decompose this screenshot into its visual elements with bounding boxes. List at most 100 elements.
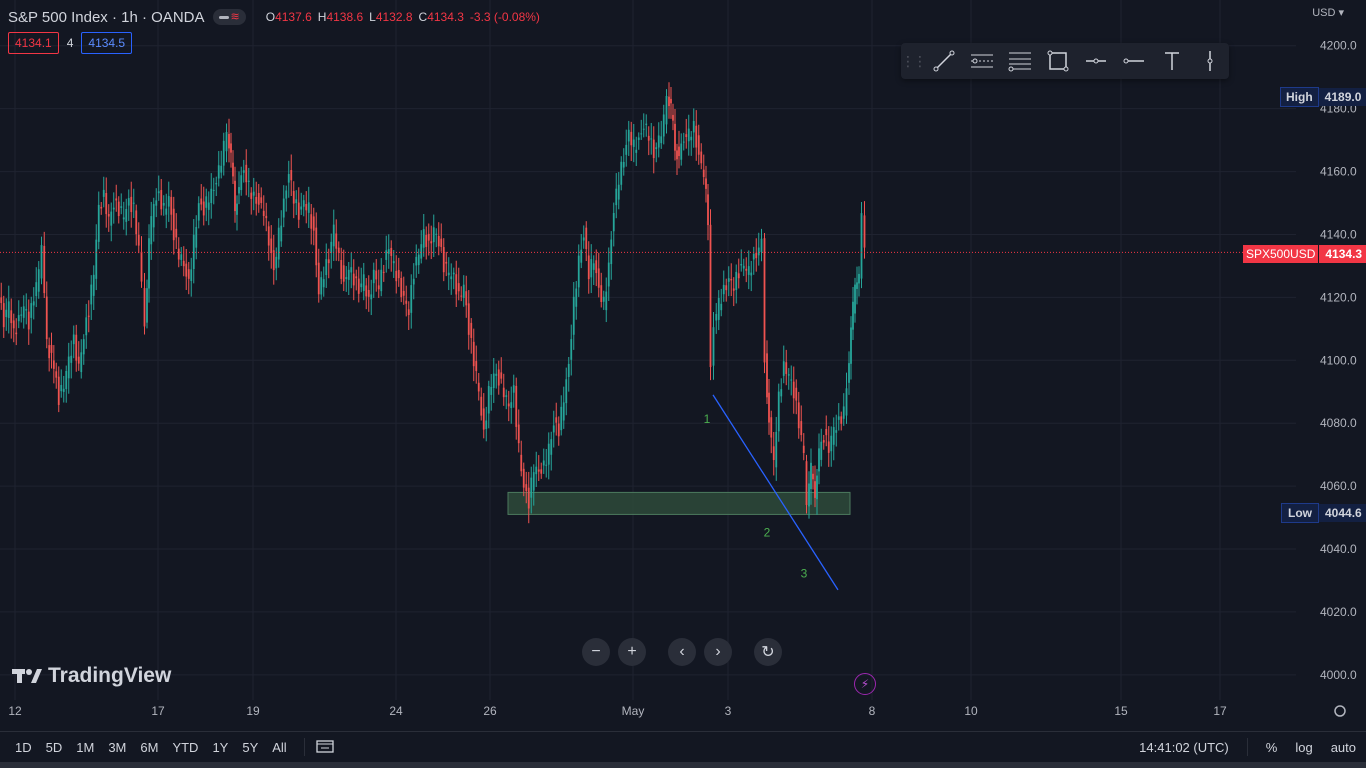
y-tick-label: 4160.0 — [1320, 165, 1357, 179]
candle-body — [146, 288, 148, 323]
candle-body — [697, 135, 700, 155]
scroll-left-icon[interactable]: ‹ — [668, 638, 696, 666]
candle-body — [100, 206, 103, 209]
candle-body — [455, 274, 458, 295]
candle-body — [17, 315, 20, 322]
drag-grip-icon[interactable]: ⋮⋮ — [901, 52, 927, 69]
bottom-strip — [0, 762, 1366, 768]
clock-time[interactable]: 14:41:02 (UTC) — [1139, 739, 1229, 755]
candle-body — [647, 135, 650, 141]
candle-body — [520, 454, 523, 472]
candle-body — [232, 162, 234, 177]
candle-body — [155, 200, 158, 206]
auto-toggle[interactable]: auto — [1330, 739, 1356, 755]
candle-body — [127, 198, 130, 206]
close-value: 4134.3 — [427, 10, 464, 24]
candle-body — [642, 128, 645, 130]
candle-body — [712, 327, 715, 366]
candle-body — [217, 165, 220, 179]
symbol-title[interactable]: S&P 500 Index · 1h · OANDA — [8, 8, 205, 26]
candle-body — [365, 285, 368, 297]
candle-body — [410, 285, 413, 313]
lightning-icon[interactable]: ⚡ — [854, 673, 876, 695]
candle-body — [645, 123, 648, 125]
range-all[interactable]: All — [272, 739, 287, 755]
candle-body — [210, 188, 213, 204]
candle-body — [130, 196, 133, 213]
candle-body — [260, 197, 263, 204]
price-chart[interactable]: 4200.04180.04160.04140.04120.04100.04080… — [0, 0, 1366, 730]
candle-body — [162, 202, 165, 206]
candle-body — [567, 363, 570, 378]
candle-body — [580, 249, 583, 263]
candle-body — [82, 339, 85, 355]
log-toggle[interactable]: log — [1295, 739, 1313, 755]
trend-line-icon[interactable] — [925, 43, 963, 79]
wave-icon: ≋ — [230, 11, 240, 23]
buy-button[interactable]: 4134.5 — [81, 32, 133, 54]
candle-body — [725, 285, 728, 291]
candle-body — [417, 254, 420, 266]
parallel-channel-icon[interactable] — [963, 43, 1001, 79]
candle-body — [425, 234, 428, 247]
zoom-out-icon[interactable]: − — [582, 638, 610, 666]
candle-body — [48, 345, 51, 359]
date-range-icon[interactable] — [315, 738, 335, 757]
candle-body — [557, 423, 560, 437]
candle-body — [43, 245, 46, 294]
range-1d[interactable]: 1D — [15, 739, 32, 755]
fib-retracement-icon[interactable] — [1001, 43, 1039, 79]
rectangle-icon[interactable] — [1039, 43, 1077, 79]
range-3m[interactable]: 3M — [108, 739, 127, 755]
candle-body — [167, 196, 170, 207]
candle-body — [572, 296, 575, 335]
candle-body — [500, 372, 503, 379]
candle-body — [863, 215, 866, 248]
horizontal-line-icon[interactable] — [1115, 43, 1153, 79]
currency-selector[interactable]: USD ▾ — [1312, 7, 1344, 19]
candle-body — [850, 327, 852, 364]
candle-body — [750, 272, 753, 276]
range-1y[interactable]: 1Y — [212, 739, 229, 755]
candle-body — [525, 484, 528, 492]
candle-body — [172, 208, 175, 241]
tradingview-logo[interactable]: TradingView — [12, 664, 171, 688]
candle-body — [300, 206, 303, 210]
candle-body — [745, 268, 748, 271]
zoom-in-icon[interactable]: + — [618, 638, 646, 666]
candle-body — [107, 213, 110, 217]
range-5d[interactable]: 5D — [45, 739, 63, 755]
scroll-right-icon[interactable]: › — [704, 638, 732, 666]
sell-button[interactable]: 4134.1 — [8, 32, 59, 54]
candle-body — [337, 247, 340, 253]
candle-body — [35, 282, 38, 297]
candle-body — [152, 204, 155, 228]
candle-body — [75, 334, 78, 361]
candle-body — [392, 261, 395, 264]
candle-body — [405, 300, 408, 304]
candle-body — [27, 311, 30, 330]
range-6m[interactable]: 6M — [140, 739, 159, 755]
candle-body — [730, 278, 733, 281]
percent-toggle[interactable]: % — [1265, 739, 1278, 755]
vertical-line-icon[interactable] — [1191, 43, 1229, 79]
bottom-toolbar: 1D 5D 1M 3M 6M YTD 1Y 5Y All 14:41:02 (U… — [0, 731, 1366, 762]
legend-toggle[interactable]: ≋ — [212, 9, 246, 25]
candle-body — [15, 332, 18, 335]
x-tick-label: 3 — [725, 704, 732, 718]
text-icon[interactable] — [1153, 43, 1191, 79]
candle-body — [307, 202, 310, 213]
low-badge: Low 4044.6 — [1281, 503, 1366, 523]
candle-body — [90, 284, 93, 305]
candle-body — [135, 210, 138, 235]
horizontal-ray-icon[interactable] — [1077, 43, 1115, 79]
candle-body — [587, 255, 590, 280]
range-5y[interactable]: 5Y — [242, 739, 259, 755]
reset-icon[interactable]: ↻ — [754, 638, 782, 666]
range-1m[interactable]: 1M — [76, 739, 95, 755]
candle-body — [367, 289, 370, 297]
range-ytd[interactable]: YTD — [172, 739, 199, 755]
chart-area[interactable]: 4200.0 4180.0 4160.0 4140.0 4120.0 4100.0 4080… — [0, 0, 1366, 730]
last-price-badge: SPX500USD 4134.3 — [1243, 245, 1366, 263]
candle-body — [132, 202, 135, 204]
